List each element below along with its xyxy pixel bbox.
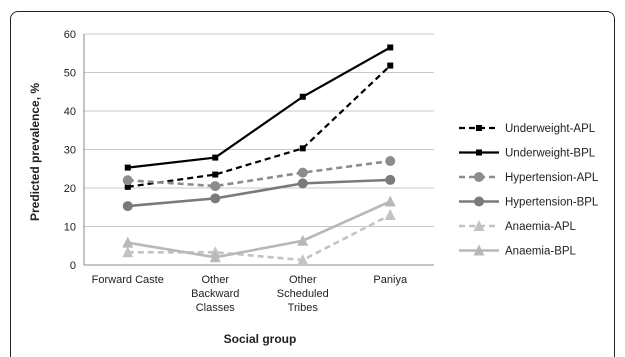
- data-point-marker: [122, 175, 133, 186]
- data-point-marker: [212, 154, 219, 161]
- data-point-marker: [384, 208, 396, 220]
- x-tick-label: Paniya: [373, 274, 408, 286]
- series-underweight-apl: [124, 62, 394, 190]
- data-point-marker: [124, 164, 131, 171]
- legend-label: Underweight-BPL: [505, 148, 596, 160]
- data-point-marker: [297, 167, 308, 178]
- data-point-marker: [299, 93, 306, 100]
- y-tick-label: 60: [64, 29, 76, 41]
- data-point-marker: [122, 201, 133, 212]
- series-line: [127, 159, 391, 188]
- data-point-marker: [209, 251, 221, 263]
- legend-label: Anaemia-BPL: [505, 246, 577, 258]
- data-point-marker: [476, 149, 482, 156]
- data-point-marker: [210, 193, 221, 204]
- data-point-marker: [384, 195, 396, 207]
- y-tick-label: 30: [64, 145, 76, 157]
- series-hypertension-apl: [122, 156, 396, 192]
- series-line: [127, 178, 391, 208]
- x-axis-label: Social group: [224, 332, 297, 346]
- legend-item: Anaemia-APL: [459, 220, 577, 233]
- legend: Underweight-APL Underweight-BPL Hypertensi…: [459, 123, 599, 258]
- y-tick-label: 40: [64, 106, 76, 118]
- series-hypertension-bpl: [122, 174, 396, 212]
- data-point-marker: [212, 171, 219, 178]
- data-point-marker: [387, 62, 394, 69]
- line-chart: 0 10 20 30 40 50 60 Forward Caste Other Backward…: [28, 29, 599, 346]
- data-point-marker: [297, 178, 308, 189]
- legend-label: Hypertension-APL: [505, 172, 599, 184]
- series-anaemia-bpl: [122, 195, 396, 263]
- data-point-marker: [474, 196, 484, 207]
- legend-item: Hypertension-APL: [459, 172, 599, 184]
- y-tick-label: 20: [64, 183, 76, 195]
- y-axis-label: Predicted prevalence, %: [28, 83, 42, 221]
- x-tick-labels: Forward Caste Other Backward Classes Other Sc…: [92, 274, 408, 314]
- series-underweight-bpl: [124, 44, 394, 171]
- data-point-marker: [299, 145, 306, 152]
- data-point-marker: [474, 172, 484, 182]
- y-tick-label: 10: [64, 222, 76, 234]
- y-tick-label: 50: [64, 68, 76, 80]
- y-tick-label: 0: [70, 260, 76, 272]
- legend-label: Hypertension-BPL: [505, 197, 599, 209]
- series-line: [127, 46, 391, 169]
- data-point-marker: [297, 234, 309, 246]
- series-lines: [122, 44, 396, 265]
- data-point-marker: [476, 125, 482, 131]
- series-line: [127, 213, 391, 262]
- series-line: [127, 64, 392, 188]
- data-point-marker: [473, 244, 485, 256]
- data-point-marker: [122, 236, 134, 248]
- legend-label: Anaemia-APL: [505, 221, 577, 233]
- data-point-marker: [210, 181, 221, 192]
- legend-item: Anaemia-BPL: [459, 244, 577, 258]
- data-point-marker: [122, 246, 134, 258]
- x-tick-label: Other Scheduled Tribes: [277, 274, 329, 314]
- data-point-marker: [385, 174, 396, 185]
- x-tick-label: Other Backward Classes: [191, 274, 239, 314]
- y-tick-labels: 0 10 20 30 40 50 60: [64, 29, 76, 272]
- legend-item: Hypertension-BPL: [459, 196, 599, 209]
- series-line: [127, 200, 391, 259]
- x-tick-label: Forward Caste: [92, 274, 164, 286]
- legend-label: Underweight-APL: [505, 123, 596, 135]
- gridlines: [83, 33, 434, 266]
- data-point-marker: [385, 156, 396, 167]
- legend-item: Underweight-APL: [459, 123, 596, 135]
- data-point-marker: [387, 44, 394, 51]
- data-point-marker: [297, 253, 309, 265]
- data-point-marker: [124, 183, 131, 190]
- chart-frame: [10, 11, 615, 357]
- data-point-marker: [473, 220, 485, 231]
- legend-item: Underweight-BPL: [459, 148, 596, 160]
